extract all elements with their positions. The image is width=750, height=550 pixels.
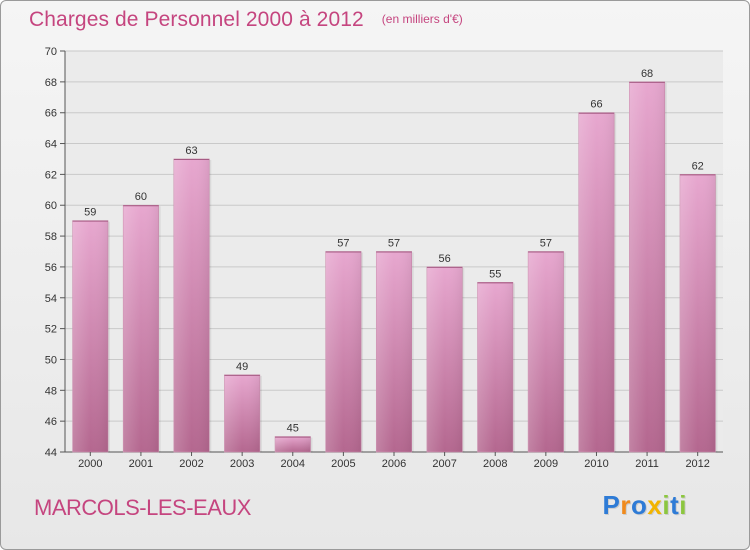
logo-letter: i — [679, 490, 687, 520]
logo-letter: i — [662, 490, 671, 520]
bar-sheen — [325, 251, 362, 452]
x-tick-label: 2002 — [179, 458, 203, 470]
bar-sheen — [528, 251, 564, 452]
data-label: 60 — [135, 191, 147, 203]
y-tick-label: 64 — [45, 139, 57, 151]
x-tick-label: 2012 — [685, 458, 709, 470]
logo-letter: t — [670, 490, 680, 520]
data-label: 62 — [692, 160, 704, 172]
x-tick-label: 2004 — [281, 458, 305, 470]
logo-letter: P — [602, 490, 621, 520]
x-tick-label: 2009 — [534, 458, 558, 470]
x-tick-label: 2005 — [331, 458, 355, 470]
city-name: MARCOLS-LES-EAUX — [34, 495, 251, 520]
bar-sheen — [679, 174, 716, 452]
x-tick-label: 2008 — [483, 458, 507, 470]
bar-sheen — [426, 266, 463, 452]
bar-sheen — [123, 205, 159, 452]
y-tick-label: 58 — [45, 231, 57, 243]
data-label: 59 — [84, 207, 96, 219]
y-tick-label: 66 — [45, 108, 57, 120]
chart-title-block: Charges de Personnel 2000 à 2012 (en mill… — [29, 8, 463, 32]
data-label: 55 — [489, 268, 501, 280]
bar-sheen — [275, 436, 311, 452]
y-tick-label: 54 — [45, 293, 57, 305]
data-label: 68 — [641, 68, 653, 80]
x-tick-label: 2010 — [584, 458, 608, 470]
x-tick-label: 2006 — [382, 458, 406, 470]
data-label: 49 — [236, 361, 248, 373]
y-tick-label: 60 — [45, 200, 57, 212]
data-label: 57 — [540, 238, 552, 250]
y-tick-label: 70 — [45, 46, 57, 58]
x-tick-label: 2000 — [78, 458, 102, 470]
y-tick-label: 62 — [45, 169, 57, 181]
x-tick-label: 2001 — [129, 458, 153, 470]
logo-letter: o — [631, 490, 648, 520]
data-label: 57 — [388, 238, 400, 250]
proxiti-logo: Proxiti — [603, 490, 687, 521]
bar-sheen — [578, 112, 615, 452]
bar-sheen — [376, 251, 412, 452]
logo-letter: r — [620, 490, 631, 520]
data-label: 66 — [590, 99, 602, 111]
y-tick-label: 52 — [45, 324, 57, 336]
data-label: 56 — [438, 253, 450, 265]
y-tick-label: 44 — [45, 447, 57, 459]
y-tick-label: 68 — [45, 77, 57, 89]
bar-sheen — [72, 220, 109, 452]
chart-title: Charges de Personnel 2000 à 2012 — [29, 8, 364, 31]
y-tick-label: 46 — [45, 416, 57, 428]
data-label: 45 — [287, 423, 299, 435]
x-tick-label: 2011 — [635, 458, 659, 470]
x-tick-label: 2003 — [230, 458, 254, 470]
data-label: 57 — [337, 238, 349, 250]
bar-sheen — [173, 158, 210, 452]
x-tick-label: 2007 — [432, 458, 456, 470]
y-tick-label: 56 — [45, 262, 57, 274]
logo-letter: x — [647, 490, 663, 520]
bar-sheen — [629, 81, 665, 452]
chart-subtitle: (en milliers d'€) — [381, 12, 463, 26]
y-tick-label: 50 — [45, 354, 57, 366]
bar-sheen — [224, 374, 260, 452]
y-tick-label: 48 — [45, 385, 57, 397]
data-label: 63 — [185, 145, 197, 157]
bar-sheen — [477, 282, 513, 452]
